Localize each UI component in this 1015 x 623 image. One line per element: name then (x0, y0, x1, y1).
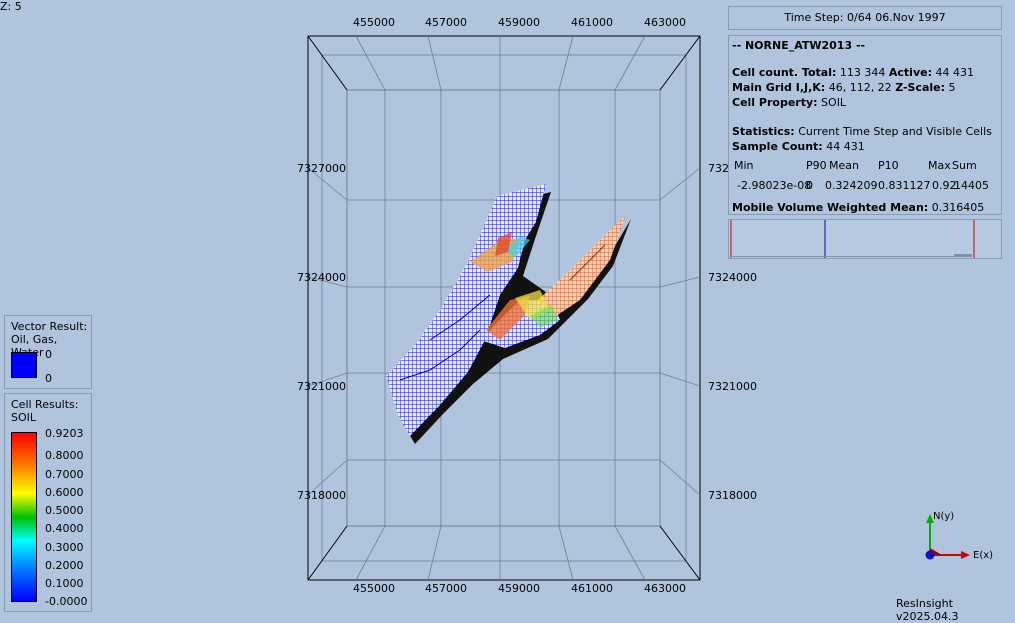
legend-value: 0.7000 (45, 468, 84, 481)
legend-value: 0.9203 (45, 427, 84, 440)
mobile-volume-row: Mobile Volume Weighted Mean: 0.316405 (732, 201, 985, 214)
histogram (728, 219, 1002, 259)
legend-value: 0.8000 (45, 449, 84, 462)
x-tick-bottom: 463000 (644, 582, 686, 595)
stats-value: 0 (806, 179, 813, 192)
y-tick-left: 7324000 (297, 271, 346, 284)
x-tick-bottom: 461000 (571, 582, 613, 595)
stats-header: Min (734, 159, 754, 172)
bounding-box-inner (346, 89, 661, 527)
y-tick-right: 732 (708, 162, 729, 175)
x-tick-bottom: 459000 (498, 582, 540, 595)
legend-value: 0.1000 (45, 577, 84, 590)
z-scale-label: Z: 5 (0, 0, 22, 13)
x-tick-top: 461000 (571, 16, 613, 29)
time-step-label: Time Step: 0/64 06.Nov 1997 (728, 6, 1002, 30)
stats-value: 0.92 (932, 179, 957, 192)
stats-value: -2.98023e-08 (737, 179, 812, 192)
sample-count-row: Sample Count: 44 431 (732, 140, 865, 153)
info-panel: -- NORNE_ATW2013 -- Cell count. Total: 1… (728, 35, 1002, 215)
reservoir-model (386, 184, 631, 444)
x-tick-top: 457000 (425, 16, 467, 29)
east-axis-label: E(x) (973, 550, 994, 561)
stats-header: Mean (829, 159, 859, 172)
x-tick-bottom: 455000 (353, 582, 395, 595)
cell-legend-title: Cell Results: SOIL (11, 398, 79, 424)
x-tick-top: 459000 (498, 16, 540, 29)
case-name: -- NORNE_ATW2013 -- (732, 39, 866, 52)
north-axis-label: N(y) (933, 511, 955, 522)
histogram-plot (730, 220, 975, 258)
y-tick-left: 7318000 (297, 489, 346, 502)
x-tick-top: 463000 (644, 16, 686, 29)
legend-value: 0.6000 (45, 486, 84, 499)
legend-value: -0.0000 (45, 595, 88, 608)
histogram-baseline (731, 256, 971, 257)
cell-count-row: Cell count. Total: 113 344 Active: 44 43… (732, 66, 974, 79)
stats-value: 0.831127 (878, 179, 931, 192)
cell-property-row: Cell Property: SOIL (732, 96, 847, 109)
y-tick-left: 7327000 (297, 162, 346, 175)
bounding-box-outer (307, 35, 701, 581)
histogram-bar (954, 254, 972, 257)
x-tick-bottom: 457000 (425, 582, 467, 595)
version-label: ResInsight v2025.04.3 (896, 597, 959, 623)
vector-legend-max: 0 (45, 348, 52, 361)
stats-value: 14405 (954, 179, 989, 192)
legend-value: 0.2000 (45, 559, 84, 572)
legend-value: 0.4000 (45, 522, 84, 535)
y-tick-right: 7324000 (708, 271, 757, 284)
y-tick-right: 7318000 (708, 489, 757, 502)
stats-value: 0.324209 (825, 179, 878, 192)
vector-legend-min: 0 (45, 372, 52, 385)
legend-value: 0.3000 (45, 541, 84, 554)
stats-header: Sum (952, 159, 977, 172)
stats-header: P10 (878, 159, 899, 172)
main-grid-row: Main Grid I,J,K: 46, 112, 22 Z-Scale: 5 (732, 81, 956, 94)
color-scale-bar (11, 432, 37, 602)
vector-result-legend[interactable]: Vector Result: Oil, Gas, Water 0 0 (4, 315, 92, 389)
x-tick-top: 455000 (353, 16, 395, 29)
y-tick-right: 7321000 (708, 380, 757, 393)
y-tick-left: 7321000 (297, 380, 346, 393)
vector-color-swatch (11, 352, 37, 378)
stats-header: P90 (806, 159, 827, 172)
axis-orientation-widget (925, 514, 970, 560)
bounding-box-mid (321, 54, 687, 562)
cell-result-legend[interactable]: Cell Results: SOIL 0.9203 0.8000 0.7000 … (4, 393, 92, 612)
legend-value: 0.5000 (45, 504, 84, 517)
stats-header: Max (928, 159, 951, 172)
statistics-row: Statistics: Current Time Step and Visibl… (732, 125, 992, 138)
